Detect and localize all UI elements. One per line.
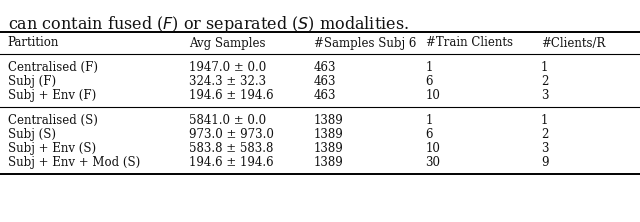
Text: Centralised (S): Centralised (S) xyxy=(8,113,97,127)
Text: 1389: 1389 xyxy=(314,141,343,155)
Text: Partition: Partition xyxy=(8,36,59,50)
Text: Avg Samples: Avg Samples xyxy=(189,36,266,50)
Text: 1389: 1389 xyxy=(314,113,343,127)
Text: 6: 6 xyxy=(426,127,433,141)
Text: 194.6 ± 194.6: 194.6 ± 194.6 xyxy=(189,89,273,101)
Text: 30: 30 xyxy=(426,155,440,168)
Text: 1: 1 xyxy=(426,113,433,127)
Text: #Clients/R: #Clients/R xyxy=(541,36,605,50)
Text: 1389: 1389 xyxy=(314,127,343,141)
Text: 2: 2 xyxy=(541,127,548,141)
Text: 463: 463 xyxy=(314,61,336,73)
Text: 463: 463 xyxy=(314,89,336,101)
Text: #Samples Subj 6: #Samples Subj 6 xyxy=(314,36,416,50)
Text: 10: 10 xyxy=(426,89,440,101)
Text: #Train Clients: #Train Clients xyxy=(426,36,513,50)
Text: 6: 6 xyxy=(426,75,433,87)
Text: Subj + Env (F): Subj + Env (F) xyxy=(8,89,96,101)
Text: 583.8 ± 583.8: 583.8 ± 583.8 xyxy=(189,141,273,155)
Text: Subj + Env + Mod (S): Subj + Env + Mod (S) xyxy=(8,155,140,168)
Text: 3: 3 xyxy=(541,141,548,155)
Text: 2: 2 xyxy=(541,75,548,87)
Text: 324.3 ± 32.3: 324.3 ± 32.3 xyxy=(189,75,266,87)
Text: 1389: 1389 xyxy=(314,155,343,168)
Text: 1947.0 ± 0.0: 1947.0 ± 0.0 xyxy=(189,61,266,73)
Text: Centralised (F): Centralised (F) xyxy=(8,61,98,73)
Text: 1: 1 xyxy=(426,61,433,73)
Text: 10: 10 xyxy=(426,141,440,155)
Text: 194.6 ± 194.6: 194.6 ± 194.6 xyxy=(189,155,273,168)
Text: 463: 463 xyxy=(314,75,336,87)
Text: 1: 1 xyxy=(541,113,548,127)
Text: can contain fused ($\mathit{F}$) or separated ($\mathit{S}$) modalities.: can contain fused ($\mathit{F}$) or sepa… xyxy=(8,14,408,35)
Text: Subj (S): Subj (S) xyxy=(8,127,56,141)
Text: Subj (F): Subj (F) xyxy=(8,75,56,87)
Text: 973.0 ± 973.0: 973.0 ± 973.0 xyxy=(189,127,274,141)
Text: 5841.0 ± 0.0: 5841.0 ± 0.0 xyxy=(189,113,266,127)
Text: 1: 1 xyxy=(541,61,548,73)
Text: 3: 3 xyxy=(541,89,548,101)
Text: Subj + Env (S): Subj + Env (S) xyxy=(8,141,96,155)
Text: 9: 9 xyxy=(541,155,548,168)
